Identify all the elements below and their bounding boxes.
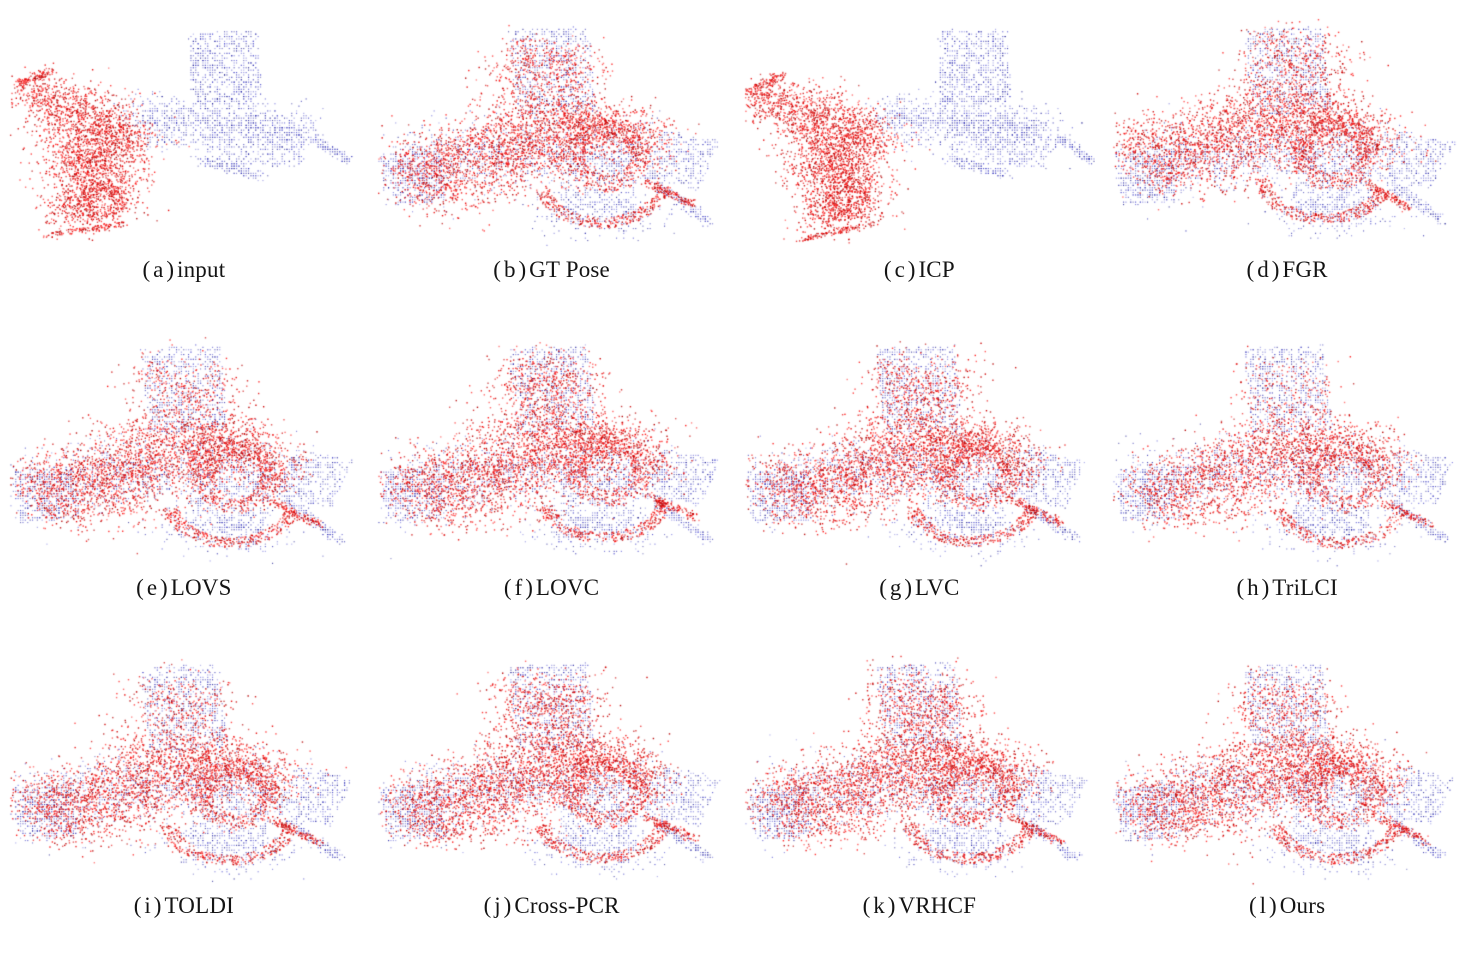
caption-index: (l) xyxy=(1249,893,1280,918)
pointcloud-input xyxy=(7,12,360,252)
caption-method: VRHCF xyxy=(898,893,977,918)
panel-caption: (i)TOLDI xyxy=(134,893,234,919)
pointcloud-fgr xyxy=(1111,12,1464,252)
panel-caption: (c)ICP xyxy=(884,257,955,283)
panel-caption: (e)LOVS xyxy=(136,575,231,601)
caption-method: input xyxy=(177,257,226,282)
caption-method: Cross-PCR xyxy=(514,893,620,918)
panel-caption: (a)input xyxy=(142,257,225,283)
caption-method: LVC xyxy=(915,575,960,600)
panel-lovs: (e)LOVS xyxy=(0,318,368,636)
panel-caption: (l)Ours xyxy=(1249,893,1325,919)
pointcloud-lovc xyxy=(375,330,728,570)
panel-caption: (h)TriLCI xyxy=(1236,575,1337,601)
caption-index: (d) xyxy=(1246,257,1283,282)
panel-caption: (g)LVC xyxy=(879,575,959,601)
pointcloud-vrhcf xyxy=(743,648,1096,888)
caption-index: (f) xyxy=(503,575,536,600)
caption-method: Ours xyxy=(1279,893,1326,918)
panel-caption: (j)Cross-PCR xyxy=(484,893,620,919)
caption-index: (a) xyxy=(142,257,177,282)
caption-method: LOVS xyxy=(170,575,232,600)
caption-index: (i) xyxy=(133,893,165,918)
caption-index: (c) xyxy=(883,257,919,282)
panel-gt-pose: (b)GT Pose xyxy=(368,0,736,318)
caption-method: ICP xyxy=(918,257,955,282)
caption-method: TriLCI xyxy=(1272,575,1338,600)
panel-input: (a)input xyxy=(0,0,368,318)
caption-method: TOLDI xyxy=(164,893,235,918)
panel-icp: (c)ICP xyxy=(736,0,1104,318)
caption-index: (b) xyxy=(493,257,530,282)
caption-method: LOVC xyxy=(535,575,600,600)
caption-method: GT Pose xyxy=(529,257,610,282)
caption-index: (k) xyxy=(862,893,899,918)
panel-caption: (f)LOVC xyxy=(504,575,599,601)
panel-cross-pcr: (j)Cross-PCR xyxy=(368,636,736,953)
panel-caption: (d)FGR xyxy=(1247,257,1328,283)
panel-toldi: (i)TOLDI xyxy=(0,636,368,953)
pointcloud-lovs xyxy=(7,330,360,570)
caption-index: (g) xyxy=(879,575,916,600)
panel-caption: (k)VRHCF xyxy=(863,893,977,919)
pointcloud-gt-pose xyxy=(375,12,728,252)
caption-index: (j) xyxy=(483,893,515,918)
panel-lvc: (g)LVC xyxy=(736,318,1104,636)
pointcloud-ours xyxy=(1111,648,1464,888)
caption-index: (e) xyxy=(136,575,171,600)
panel-caption: (b)GT Pose xyxy=(493,257,610,283)
pointcloud-trilci xyxy=(1111,330,1464,570)
panel-vrhcf: (k)VRHCF xyxy=(736,636,1104,953)
pointcloud-icp xyxy=(743,12,1096,252)
panel-lovc: (f)LOVC xyxy=(368,318,736,636)
panel-ours: (l)Ours xyxy=(1103,636,1471,953)
caption-index: (h) xyxy=(1236,575,1273,600)
caption-method: FGR xyxy=(1282,257,1328,282)
panel-trilci: (h)TriLCI xyxy=(1103,318,1471,636)
pointcloud-lvc xyxy=(743,330,1096,570)
pointcloud-toldi xyxy=(7,648,360,888)
pointcloud-cross-pcr xyxy=(375,648,728,888)
panel-fgr: (d)FGR xyxy=(1103,0,1471,318)
